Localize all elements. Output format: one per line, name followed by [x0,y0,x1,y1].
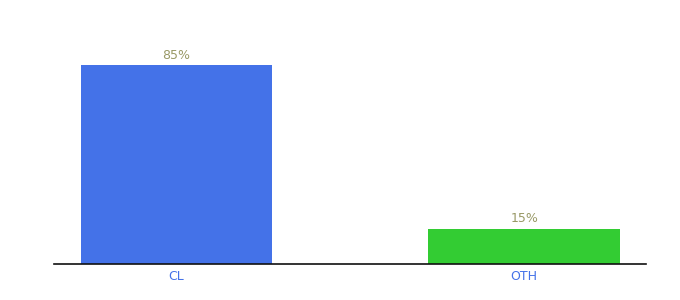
Bar [80,65,272,264]
Bar [428,229,620,264]
Text: 15%: 15% [510,212,538,225]
Text: 85%: 85% [163,49,190,62]
